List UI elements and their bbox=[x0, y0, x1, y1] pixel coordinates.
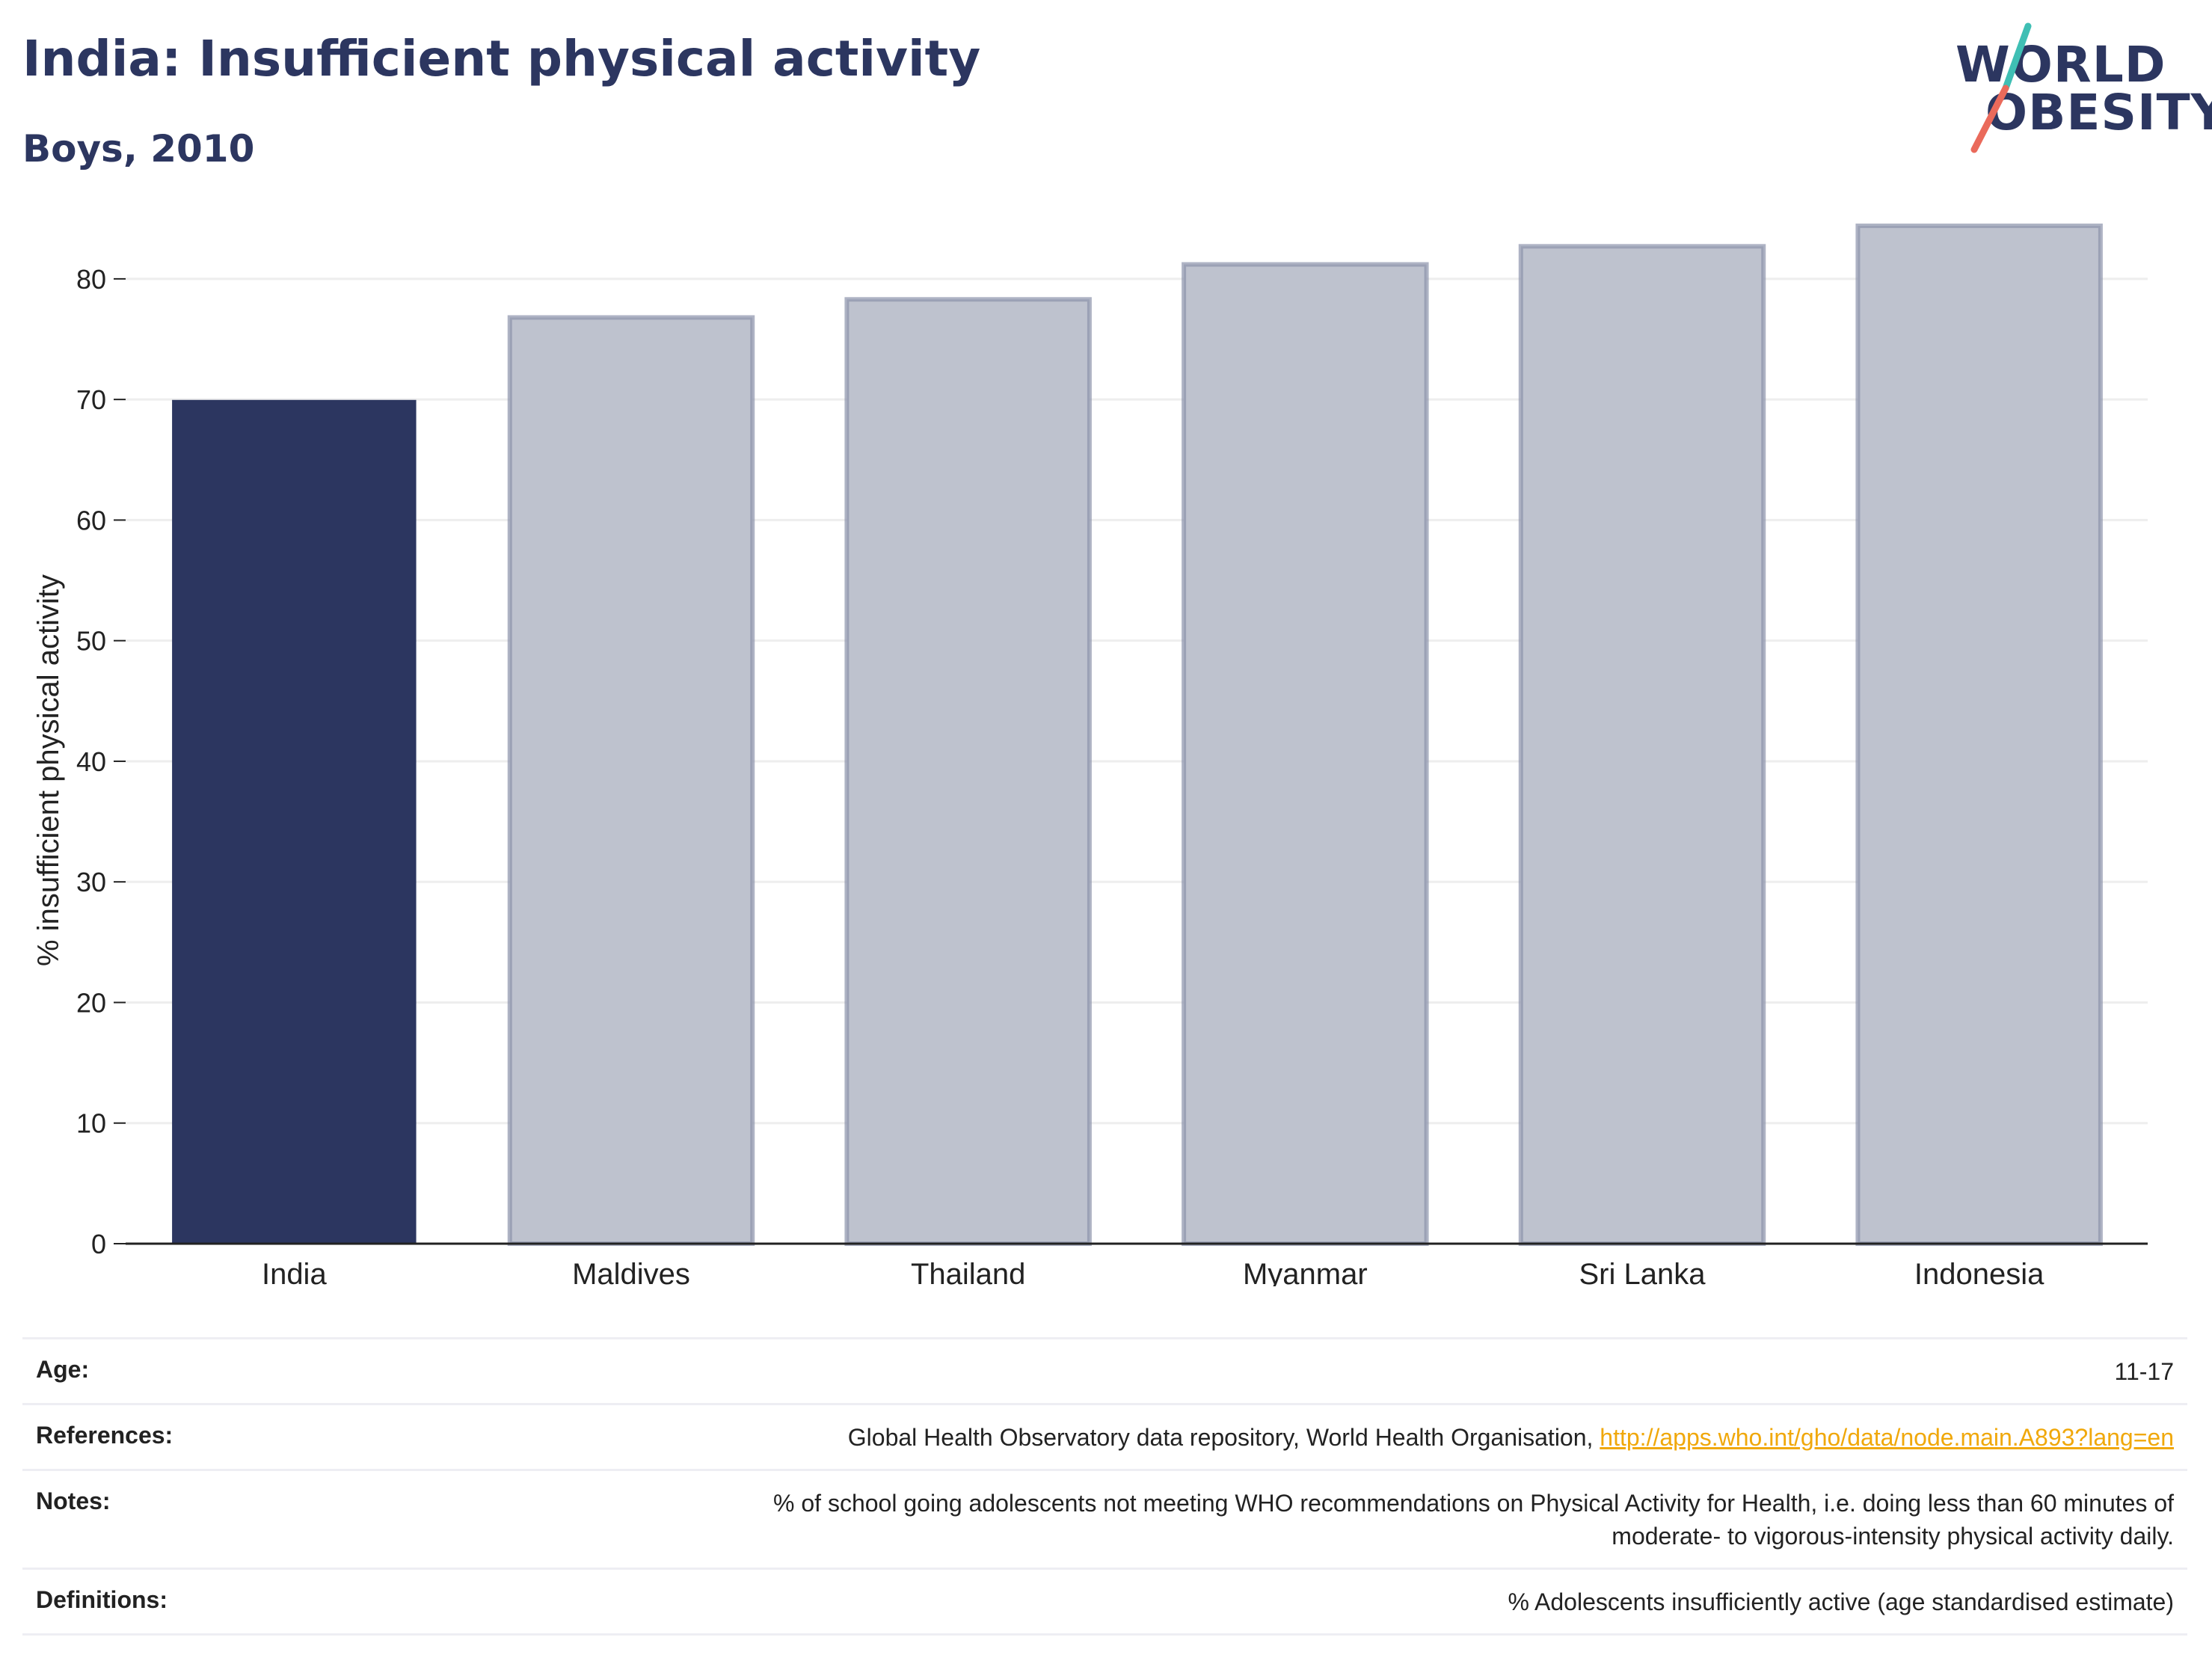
y-axis-label: % insufficient physical activity bbox=[32, 574, 65, 966]
meta-row-notes: Notes: % of school going adolescents not… bbox=[22, 1469, 2187, 1567]
definitions-label: Definitions: bbox=[36, 1585, 168, 1613]
x-tick-label: Sri Lanka bbox=[1579, 1258, 1706, 1286]
y-tick-label: 30 bbox=[76, 867, 106, 897]
bar-india[interactable] bbox=[172, 399, 417, 1244]
references-value: Global Health Observatory data repositor… bbox=[848, 1422, 2174, 1454]
x-tick-label: Maldives bbox=[572, 1258, 690, 1286]
references-link[interactable]: http://apps.who.int/gho/data/node.main.A… bbox=[1600, 1424, 2174, 1452]
x-tick-label: Myanmar bbox=[1243, 1258, 1368, 1286]
meta-row-references: References: Global Health Observatory da… bbox=[22, 1403, 2187, 1469]
x-tick-label: Indonesia bbox=[1914, 1258, 2044, 1286]
bar-chart: 0 10 20 30 40 50 60 70 80 India Maldives Thailand My… bbox=[32, 223, 2148, 1286]
references-label: References: bbox=[36, 1422, 173, 1449]
bar-indonesia[interactable] bbox=[1855, 223, 2103, 1247]
chart-title: India: Insufficient physical activity bbox=[22, 30, 981, 87]
meta-row-definitions: Definitions: % Adolescents insufficientl… bbox=[22, 1567, 2187, 1636]
y-tick-label: 0 bbox=[91, 1229, 106, 1259]
notes-line-2: moderate- to vigorous-intensity physical… bbox=[1612, 1522, 2174, 1550]
notes-label: Notes: bbox=[36, 1487, 111, 1515]
bar-maldives[interactable] bbox=[507, 315, 755, 1247]
definitions-value: % Adolescents insufficiently active (age… bbox=[1508, 1588, 2174, 1615]
metadata-table: Age: 11-17 References: Global Health Obs… bbox=[22, 1337, 2187, 1636]
y-tick-label: 80 bbox=[76, 264, 106, 295]
bar-thailand[interactable] bbox=[844, 297, 1092, 1246]
x-tick-label: India bbox=[262, 1258, 327, 1286]
age-label: Age: bbox=[36, 1356, 90, 1383]
bar-myanmar[interactable] bbox=[1182, 262, 1429, 1247]
age-value: 11-17 bbox=[2114, 1358, 2174, 1385]
logo-word-obesity: OBESITY bbox=[1985, 84, 2212, 141]
x-tick-label: Thailand bbox=[911, 1258, 1025, 1286]
logo-word-world: WORLD bbox=[1956, 36, 2166, 93]
notes-value: % of school going adolescents not meetin… bbox=[773, 1487, 2174, 1552]
y-tick-label: 10 bbox=[76, 1108, 106, 1139]
notes-line-1: % of school going adolescents not meetin… bbox=[773, 1490, 2174, 1517]
bars bbox=[172, 223, 2103, 1247]
bar-sri-lanka[interactable] bbox=[1518, 244, 1766, 1247]
axes: 0 10 20 30 40 50 60 70 80 India Maldives Thailand My… bbox=[76, 264, 2148, 1286]
gridlines bbox=[126, 277, 2148, 1125]
logo-slash-icon bbox=[1970, 22, 2032, 153]
y-tick-label: 50 bbox=[76, 626, 106, 657]
world-obesity-logo: WORLD OBESITY bbox=[1944, 22, 2212, 157]
y-tick-label: 70 bbox=[76, 384, 106, 415]
references-text: Global Health Observatory data repositor… bbox=[847, 1424, 1594, 1452]
meta-row-age: Age: 11-17 bbox=[22, 1337, 2187, 1403]
chart-subtitle: Boys, 2010 bbox=[22, 127, 255, 171]
y-tick-label: 40 bbox=[76, 746, 106, 777]
y-tick-label: 20 bbox=[76, 987, 106, 1018]
y-tick-label: 60 bbox=[76, 505, 106, 535]
